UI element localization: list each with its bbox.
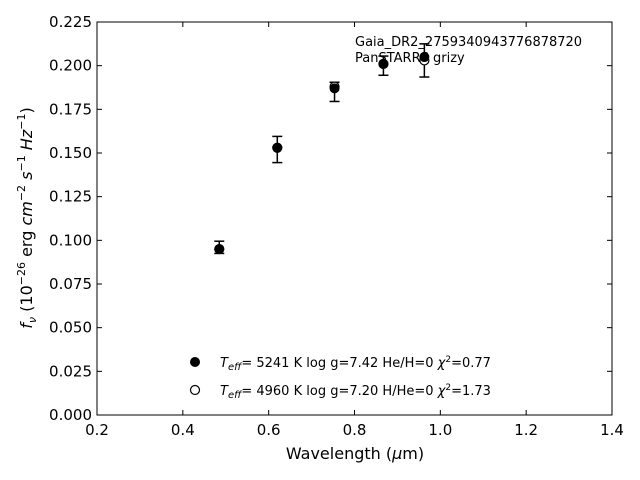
y-tick-label: 0.050 [49, 319, 92, 337]
x-axis-title: Wavelength (μm) [286, 444, 424, 463]
x-axis-ticks: 0.2 0.4 0.6 0.8 1.0 1.2 1.4 [85, 22, 624, 439]
model-point-filled [378, 58, 389, 69]
x-tick-label: 1.4 [600, 421, 624, 439]
x-tick-label: 0.8 [343, 421, 367, 439]
y-tick-label: 0.000 [49, 406, 92, 424]
model-point-filled [214, 244, 225, 255]
y-tick-label: 0.025 [49, 362, 92, 380]
x-tick-label: 1.2 [514, 421, 538, 439]
legend: Teff= 5241 K log g=7.42 He/H=0 χ2=0.77 T… [189, 355, 491, 401]
legend-marker-filled [190, 357, 200, 367]
x-tick-label: 0.2 [85, 421, 109, 439]
y-tick-label: 0.125 [49, 188, 92, 206]
annotation-line-2: PanSTARRS grizy [355, 51, 465, 66]
model-point-filled [272, 142, 283, 153]
y-tick-label: 0.100 [49, 231, 92, 249]
x-tick-label: 0.4 [171, 421, 195, 439]
data-points [214, 51, 430, 255]
x-tick-label: 0.6 [257, 421, 281, 439]
x-tick-label: 1.0 [428, 421, 452, 439]
y-tick-label: 0.075 [49, 275, 92, 293]
y-tick-label: 0.225 [49, 13, 92, 31]
model-point-filled [329, 83, 340, 94]
legend-label-1: Teff= 5241 K log g=7.42 He/H=0 χ2=0.77 [220, 355, 491, 373]
y-tick-label: 0.200 [49, 57, 92, 75]
model-point-filled [419, 51, 430, 62]
legend-marker-open [189, 384, 201, 396]
legend-label-2: Teff= 4960 K log g=7.20 H/He=0 χ2=1.73 [220, 383, 491, 401]
annotation-line-1: Gaia_DR2_2759340943776878720 [355, 35, 582, 50]
plot-area [96, 21, 613, 416]
y-tick-label: 0.150 [49, 144, 92, 162]
y-tick-label: 0.175 [49, 100, 92, 118]
y-axis-title: fν (10−26 erg cm−2 s−1 Hz−1) [15, 107, 39, 328]
y-axis-ticks: 0.000 0.025 0.050 0.075 0.100 0.125 0.150 0.175… [49, 13, 612, 424]
